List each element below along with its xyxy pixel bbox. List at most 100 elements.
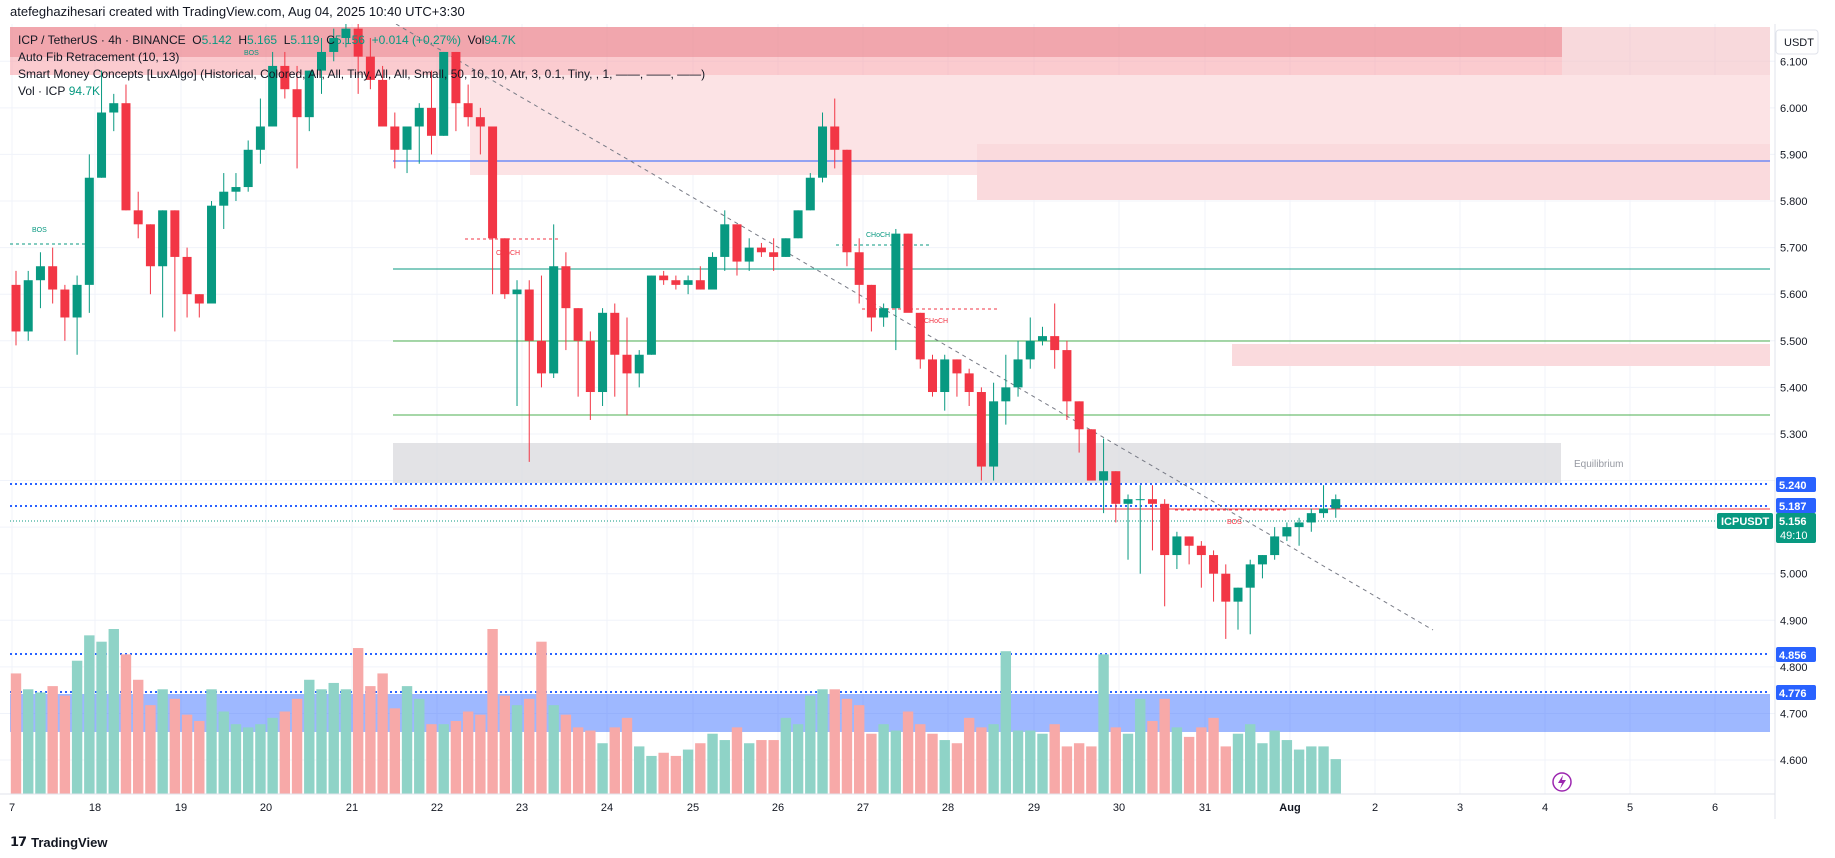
open-value: 5.142 xyxy=(201,33,232,47)
volume-bar xyxy=(365,686,376,794)
volume-bar xyxy=(1330,759,1341,794)
volume-bar xyxy=(756,740,767,794)
candle-up xyxy=(158,210,168,267)
volume-bar xyxy=(829,689,840,794)
volume-bar xyxy=(988,724,999,794)
candle-down xyxy=(622,354,632,374)
indicator-volume-value: 94.7K xyxy=(68,84,101,98)
time-tick-label: 18 xyxy=(89,802,101,814)
low-label: L xyxy=(283,33,291,47)
candle-down xyxy=(842,149,852,253)
volume-bar xyxy=(389,708,401,794)
candle-down xyxy=(524,289,534,341)
candle-down xyxy=(121,103,131,211)
last-price-badge xyxy=(1776,513,1816,543)
volume-bar xyxy=(316,689,327,794)
candle-up xyxy=(1282,527,1292,537)
candle-down xyxy=(1196,545,1206,556)
price-chart[interactable]: BOS BOS CHoCH CHoCH CHoCH BOS Equilibriu… xyxy=(0,14,1835,832)
candle-up xyxy=(402,126,412,150)
candle-up xyxy=(268,65,278,127)
candle-down xyxy=(1111,471,1121,504)
volume-bar xyxy=(817,689,828,794)
candle-down xyxy=(1050,336,1060,351)
volume-bar xyxy=(658,752,669,794)
volume-bar xyxy=(1318,746,1329,794)
currency-button[interactable] xyxy=(1775,29,1819,55)
time-tick-label: 26 xyxy=(772,802,784,814)
volume-bar xyxy=(902,711,914,794)
lightning-icon[interactable] xyxy=(1552,772,1572,792)
volume-bar xyxy=(1012,730,1024,794)
order-block-middle xyxy=(1232,344,1770,366)
volume-bar xyxy=(976,727,987,794)
candle-down xyxy=(928,359,937,393)
volume-bar xyxy=(866,733,877,794)
vol-value: 94.7K xyxy=(484,33,516,47)
candle-up xyxy=(255,126,265,150)
candle-down xyxy=(1062,350,1072,402)
time-axis[interactable]: 7 18 19 20 21 22 23 24 25 26 27 28 29 30 31 Aug 2 3 4 5 6 xyxy=(9,802,1718,814)
candle-down xyxy=(769,252,779,257)
choch-label-red-2: CHoCH xyxy=(924,318,948,325)
volume-bar xyxy=(1159,698,1170,794)
countdown-text: 49:10 xyxy=(1780,530,1808,542)
candle-down xyxy=(475,117,485,127)
volume-bar xyxy=(10,673,22,794)
candle-up xyxy=(35,266,45,281)
tv-logo-icon: 𝟭𝟳 xyxy=(10,834,27,849)
candle-down xyxy=(976,392,986,467)
volume-bar xyxy=(719,740,730,794)
volume-bar xyxy=(915,724,926,794)
volume-bar xyxy=(841,698,853,794)
indicator-volume[interactable]: Vol · ICP 94.7K xyxy=(18,83,705,100)
candle-down xyxy=(671,280,681,285)
volume-bar xyxy=(1306,746,1317,794)
chart-area[interactable]: BOS BOS CHoCH CHoCH CHoCH BOS Equilibriu… xyxy=(0,14,1835,832)
volume-bar xyxy=(524,698,535,794)
volume-bar xyxy=(585,730,596,794)
volume-bar xyxy=(450,721,462,794)
badge-5240-text: 5.240 xyxy=(1779,480,1807,492)
candle-down xyxy=(194,294,204,304)
legend-symbol-row[interactable]: ICP / TetherUS · 4h · BINANCE O5.142 H5.… xyxy=(18,32,705,49)
candle-down xyxy=(915,312,925,360)
candle-down xyxy=(488,126,498,239)
candle-up xyxy=(1233,587,1243,602)
volume-bar xyxy=(1281,740,1293,794)
time-tick-label: 27 xyxy=(857,802,869,814)
symbol-label[interactable]: ICP / TetherUS · 4h · BINANCE xyxy=(18,33,186,47)
volume-bar xyxy=(23,689,34,794)
volume-bar xyxy=(1025,730,1036,794)
volume-bar xyxy=(707,733,718,794)
last-price-text: 5.156 xyxy=(1779,516,1807,528)
candle-up xyxy=(23,280,33,332)
demand-zone xyxy=(10,694,1770,732)
volume-bar xyxy=(438,724,449,794)
candle-down xyxy=(866,284,876,318)
candle-up xyxy=(989,401,999,467)
indicator-smc[interactable]: Smart Money Concepts [LuxAlgo] (Historic… xyxy=(18,67,706,81)
candle-down xyxy=(11,284,21,332)
supply-zone-inner xyxy=(10,27,1562,57)
price-tick-label: 5.000 xyxy=(1780,569,1808,581)
volume-bar xyxy=(853,705,865,794)
volume-bar xyxy=(108,629,119,794)
candle-up xyxy=(207,205,217,304)
candle-down xyxy=(964,373,974,393)
badge-5187-text: 5.187 xyxy=(1779,501,1807,513)
time-tick-label: Aug xyxy=(1279,802,1300,814)
indicator-fib[interactable]: Auto Fib Retracement (10, 13) xyxy=(18,50,180,64)
volume-bar xyxy=(646,755,657,794)
volume-bar xyxy=(84,635,95,794)
time-tick-label: 28 xyxy=(942,802,954,814)
volume-bar xyxy=(1183,736,1195,794)
candle-up xyxy=(1013,359,1023,388)
volume-bar xyxy=(145,705,156,794)
candle-up xyxy=(1306,513,1316,523)
bos-label-right: BOS xyxy=(1227,519,1242,526)
change-value: +0.014 (+0.27%) xyxy=(371,33,461,47)
time-tick-label: 24 xyxy=(601,802,613,814)
candle-up xyxy=(708,256,718,290)
tradingview-logo[interactable]: 𝟭𝟳 TradingView xyxy=(10,834,107,850)
